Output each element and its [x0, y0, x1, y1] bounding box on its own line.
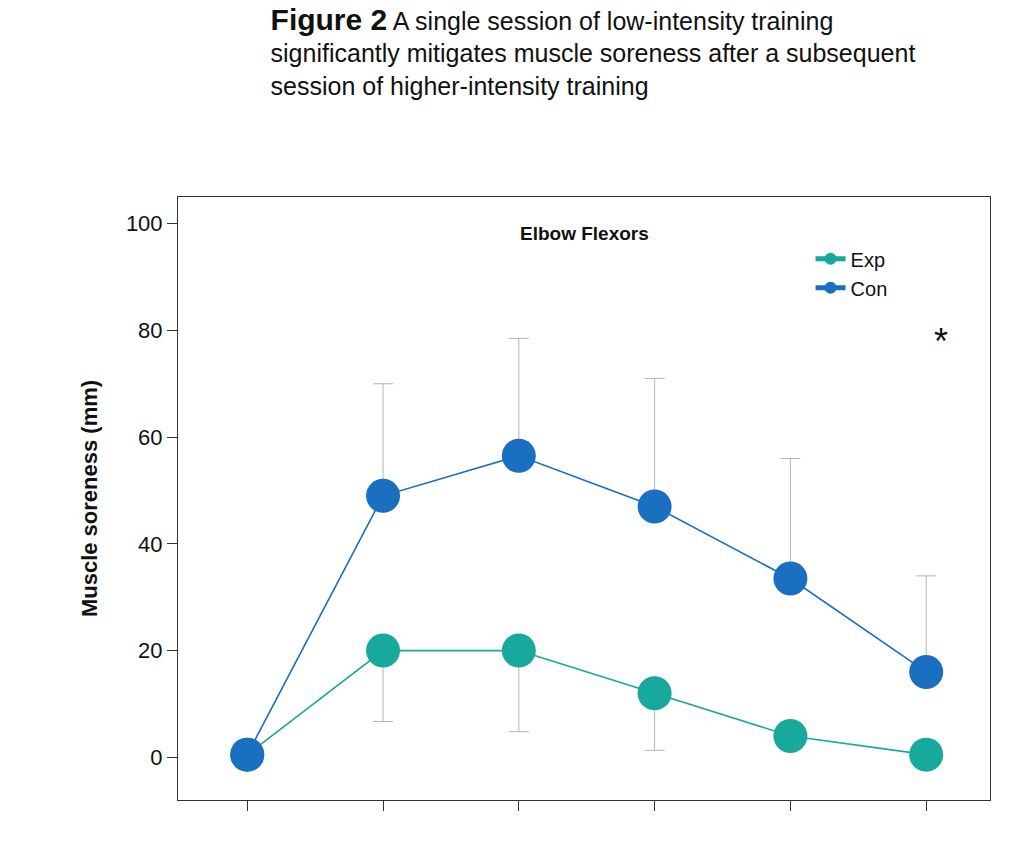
svg-text:40: 40 [138, 532, 162, 557]
svg-text:Con: Con [851, 278, 888, 300]
svg-text:60: 60 [138, 425, 162, 450]
svg-text:Muscle soreness (mm): Muscle soreness (mm) [77, 380, 102, 617]
svg-text:Figure 2 A single session of l: Figure 2 A single session of low-intensi… [271, 3, 916, 100]
svg-text:0: 0 [150, 745, 162, 770]
svg-text:Exp: Exp [851, 249, 885, 271]
svg-text:20: 20 [138, 638, 162, 663]
svg-text:*: * [934, 321, 948, 362]
svg-text:Elbow Flexors: Elbow Flexors [520, 223, 649, 244]
svg-text:80: 80 [138, 318, 162, 343]
svg-text:100: 100 [126, 211, 163, 236]
